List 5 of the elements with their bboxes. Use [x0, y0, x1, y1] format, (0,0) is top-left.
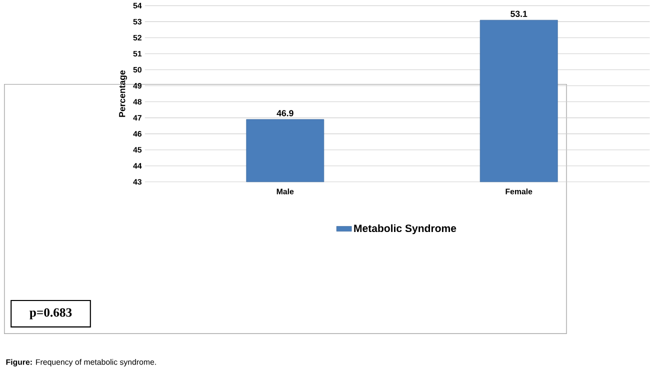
y-axis-title: Percentage: [119, 70, 127, 117]
data-label: 46.9: [276, 110, 294, 116]
text: p=0.683: [30, 308, 72, 320]
data-label: 53.1: [510, 10, 528, 17]
legend-label: Metabolic Syndrome: [354, 224, 456, 234]
